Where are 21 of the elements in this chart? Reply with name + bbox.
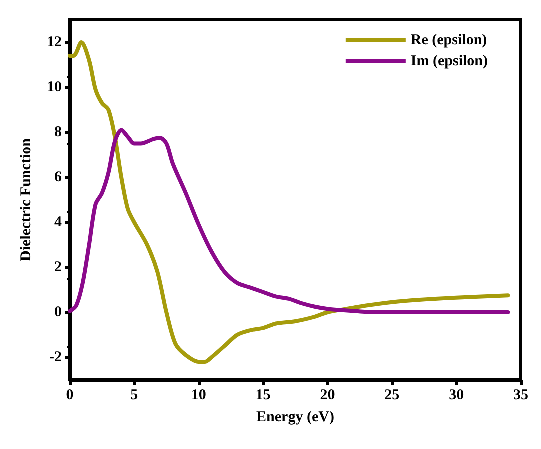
x-tick-label: 35 bbox=[514, 388, 528, 404]
x-tick-label: 25 bbox=[384, 388, 400, 404]
line-series bbox=[68, 128, 510, 314]
y-tick-label: 6 bbox=[54, 170, 62, 186]
y-tick-label: 2 bbox=[54, 260, 62, 276]
y-tick-label: 8 bbox=[54, 124, 62, 140]
x-tick-label: 10 bbox=[191, 388, 206, 404]
legend-label: Re (epsilon) bbox=[410, 32, 488, 48]
x-axis-title: Energy (eV) bbox=[256, 410, 334, 426]
y-tick-label: 0 bbox=[54, 304, 62, 320]
y-tick-label: 12 bbox=[47, 34, 62, 50]
x-tick-label: 30 bbox=[449, 388, 464, 404]
y-tick-label: 10 bbox=[47, 80, 62, 96]
y-tick-label: -2 bbox=[50, 350, 62, 366]
x-tick-label: 5 bbox=[130, 388, 138, 404]
x-tick-label: 0 bbox=[66, 388, 74, 404]
x-tick-label: 15 bbox=[256, 388, 271, 404]
y-axis-title: Dielectric Function bbox=[18, 138, 34, 262]
x-tick-label: 20 bbox=[320, 388, 336, 404]
legend-label: Im (epsilon) bbox=[410, 54, 488, 70]
y-tick-label: 4 bbox=[54, 214, 62, 230]
